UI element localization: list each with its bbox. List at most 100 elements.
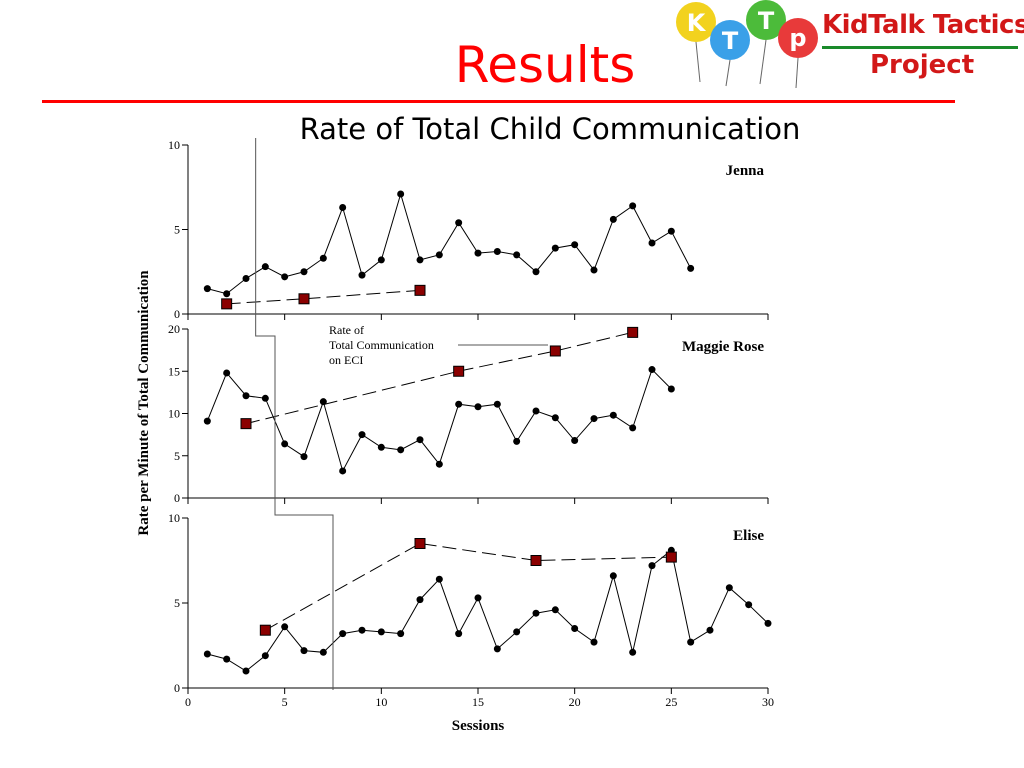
session-series-line <box>207 192 692 295</box>
session-point <box>416 436 424 444</box>
session-point <box>435 251 443 259</box>
session-point <box>339 204 347 212</box>
session-series-line <box>207 549 769 672</box>
session-point <box>706 626 714 634</box>
x-tick-label: 30 <box>762 695 774 709</box>
y-tick-label: 10 <box>168 138 180 152</box>
session-point <box>319 254 327 262</box>
eci-point <box>414 538 426 549</box>
y-tick-label: 0 <box>174 307 180 321</box>
session-point <box>300 647 308 655</box>
panel-name-label: Jenna <box>726 163 765 179</box>
session-point <box>455 219 463 227</box>
session-point <box>358 626 366 634</box>
session-point <box>281 623 289 631</box>
eci-point <box>414 284 426 296</box>
session-point <box>687 638 695 646</box>
logo-text-line2: Project <box>870 50 975 80</box>
session-point <box>319 648 327 656</box>
session-point <box>358 271 366 279</box>
session-point <box>397 446 405 454</box>
eci-series-line <box>245 331 633 425</box>
eci-point <box>627 326 639 338</box>
panel-name-label: Elise <box>733 528 764 544</box>
x-tick-label: 20 <box>569 695 581 709</box>
session-point <box>261 263 269 271</box>
session-point <box>261 652 269 660</box>
y-tick-label: 0 <box>174 491 180 505</box>
eci-point <box>221 298 233 310</box>
eci-point <box>259 624 271 636</box>
session-point <box>416 596 424 604</box>
title-underline <box>42 100 955 103</box>
eci-series-line <box>226 289 421 305</box>
session-point <box>300 453 308 461</box>
session-point <box>551 414 559 422</box>
session-point <box>261 394 269 402</box>
session-point <box>203 417 211 425</box>
panel-name-label: Maggie Rose <box>682 339 764 355</box>
y-tick-label: 5 <box>174 449 180 463</box>
kidtalk-logo: K T T p <box>676 0 818 89</box>
eci-point <box>549 345 561 357</box>
session-point <box>242 275 250 283</box>
session-point <box>571 241 579 249</box>
logo-text-line1: KidTalk Tactics <box>822 10 1024 40</box>
session-point <box>493 247 501 255</box>
session-point <box>648 562 656 570</box>
session-point <box>551 606 559 614</box>
session-point <box>532 407 540 415</box>
session-point <box>223 290 231 298</box>
phase-change-line <box>255 138 334 690</box>
y-tick-label: 5 <box>174 596 180 610</box>
session-point <box>300 268 308 276</box>
eci-point <box>298 293 310 305</box>
svg-text:p: p <box>789 24 806 52</box>
session-point <box>551 244 559 252</box>
session-point <box>377 628 385 636</box>
session-point <box>397 630 405 638</box>
session-point <box>474 403 482 411</box>
session-point <box>667 385 675 393</box>
session-point <box>532 268 540 276</box>
x-tick-label: 25 <box>665 695 677 709</box>
x-tick-label: 10 <box>375 695 387 709</box>
svg-text:T: T <box>722 27 739 55</box>
balloon-p-icon: p <box>778 18 818 89</box>
balloon-k-icon: K <box>676 2 716 83</box>
eci-point <box>665 551 677 563</box>
y-tick-label: 15 <box>168 364 180 378</box>
session-point <box>590 638 598 646</box>
session-point <box>648 366 656 374</box>
session-point <box>339 630 347 638</box>
y-tick-label: 5 <box>174 223 180 237</box>
session-point <box>571 625 579 632</box>
session-point <box>590 266 598 274</box>
session-point <box>725 584 733 592</box>
session-series-line <box>206 368 672 473</box>
session-point <box>667 227 675 235</box>
y-tick-label: 20 <box>168 322 180 336</box>
session-point <box>455 630 463 638</box>
y-tick-label: 10 <box>168 511 180 525</box>
balloon-t-blue-icon: T <box>710 20 750 87</box>
x-tick-label: 0 <box>185 695 191 709</box>
session-point <box>416 256 424 264</box>
session-point <box>474 249 482 257</box>
session-point <box>281 273 289 281</box>
session-point <box>377 443 385 451</box>
svg-text:K: K <box>687 9 707 37</box>
session-point <box>532 609 540 617</box>
session-point <box>203 285 211 293</box>
eci-point <box>240 418 252 430</box>
slide-title: Results <box>454 36 636 94</box>
session-point <box>455 400 463 408</box>
session-point <box>571 437 579 445</box>
session-point <box>203 650 211 658</box>
session-point <box>377 256 385 264</box>
eci-point <box>530 555 542 566</box>
session-point <box>590 415 598 423</box>
session-point <box>609 215 617 223</box>
session-point <box>629 202 637 210</box>
